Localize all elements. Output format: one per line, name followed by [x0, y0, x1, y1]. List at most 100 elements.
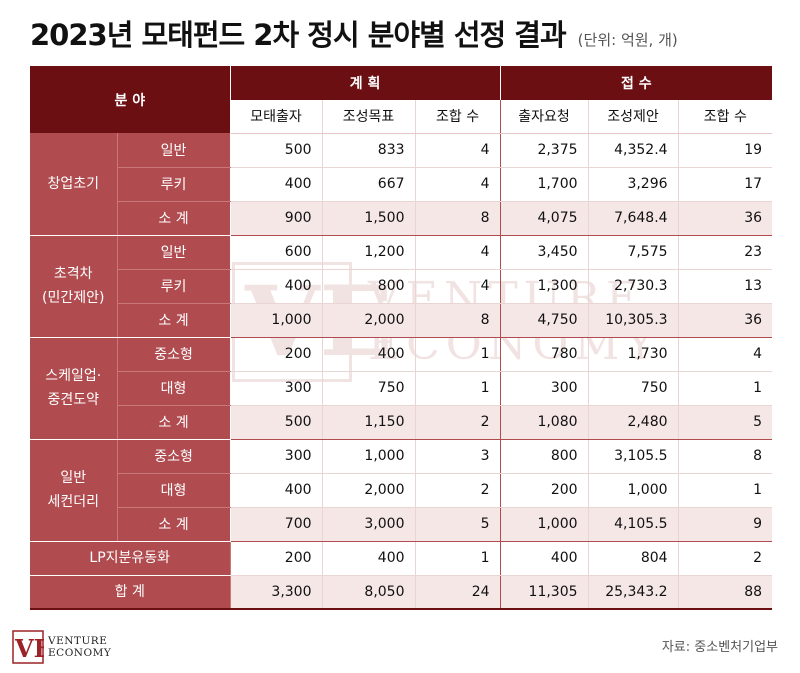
plan-value-cell: 4 — [415, 269, 501, 304]
table-row: 창업초기 일반 500 833 4 2,375 4,352.4 19 — [30, 133, 773, 236]
total-row: 합 계 3,300 8,050 24 11,305 25,343.2 88 — [30, 575, 773, 610]
received-value-cell: 4 — [678, 337, 773, 372]
table-row: 소 계 500 1,150 2 1,080 2,480 5 — [30, 405, 773, 440]
plan-value-cell: 4 — [415, 235, 501, 270]
subcategory-cell: 일반 — [117, 235, 231, 270]
received-value-cell: 10,305.3 — [588, 303, 679, 338]
subcategory-cell: 루키 — [117, 167, 231, 202]
logo-line-1: VENTURE — [48, 635, 108, 647]
plan-col-header: 조성목표 — [322, 100, 416, 134]
table-row: 대형 300 750 1 300 750 1 — [30, 371, 773, 406]
plan-value-cell: 1 — [415, 337, 501, 372]
source-note: 자료: 중소벤처기업부 — [661, 640, 778, 655]
plan-value-cell: 800 — [322, 269, 416, 304]
received-value-cell: 5 — [678, 405, 773, 440]
subcategory-cell: 소 계 — [117, 507, 231, 542]
plan-value-cell: 3,300 — [230, 575, 323, 610]
plan-value-cell: 750 — [322, 371, 416, 406]
plan-value-cell: 400 — [230, 167, 323, 202]
received-value-cell: 19 — [678, 133, 773, 168]
title-row: 2023년 모태펀드 2차 정시 분야별 선정 결과 (단위: 억원, 개) — [30, 12, 678, 62]
plan-value-cell: 5 — [415, 507, 501, 542]
plan-value-cell: 667 — [322, 167, 416, 202]
received-col-header: 조합 수 — [678, 100, 773, 134]
category-cell: 초격차 (민간제안) — [30, 235, 118, 338]
received-value-cell: 750 — [588, 371, 679, 406]
plan-value-cell: 1,000 — [230, 303, 323, 338]
received-value-cell: 3,105.5 — [588, 439, 679, 474]
plan-value-cell: 400 — [230, 269, 323, 304]
plan-col-header: 모태출자 — [230, 100, 323, 134]
plan-value-cell: 2,000 — [322, 303, 416, 338]
plan-value-cell: 8 — [415, 303, 501, 338]
received-col-header: 조성제안 — [588, 100, 679, 134]
table-row: 초격차 (민간제안) 일반 600 1,200 4 3,450 7,575 23 — [30, 235, 773, 338]
table-row: 소 계 900 1,500 8 4,075 7,648.4 36 — [30, 201, 773, 236]
received-value-cell: 1,300 — [500, 269, 589, 304]
received-value-cell: 200 — [500, 473, 589, 508]
received-value-cell: 1,730 — [588, 337, 679, 372]
plan-value-cell: 1,000 — [322, 439, 416, 474]
received-col-header: 출자요청 — [500, 100, 589, 134]
received-value-cell: 1,700 — [500, 167, 589, 202]
subcategory-cell: 소 계 — [117, 201, 231, 236]
logo-mark-text: VE — [14, 634, 44, 663]
plan-value-cell: 4 — [415, 133, 501, 168]
plan-value-cell: 2 — [415, 473, 501, 508]
received-value-cell: 1 — [678, 371, 773, 406]
plan-value-cell: 1,150 — [322, 405, 416, 440]
logo-text: VENTURE ECONOMY — [48, 635, 111, 659]
received-value-cell: 800 — [500, 439, 589, 474]
plan-value-cell: 600 — [230, 235, 323, 270]
received-value-cell: 2,730.3 — [588, 269, 679, 304]
received-value-cell: 3,450 — [500, 235, 589, 270]
logo-line-2: ECONOMY — [48, 647, 112, 659]
table-row: 일반 세컨더리 중소형 300 1,000 3 800 3,105.5 8 — [30, 439, 773, 542]
subcategory-cell: 대형 — [117, 473, 231, 508]
table-row: 소 계 700 3,000 5 1,000 4,105.5 9 — [30, 507, 773, 542]
received-value-cell: 17 — [678, 167, 773, 202]
subcategory-cell: 소 계 — [117, 405, 231, 440]
plan-value-cell: 900 — [230, 201, 323, 236]
lp-row-label: LP지분유동화 — [30, 541, 231, 576]
category-cell: 창업초기 — [30, 133, 118, 236]
received-value-cell: 780 — [500, 337, 589, 372]
plan-value-cell: 1,500 — [322, 201, 416, 236]
plan-value-cell: 1 — [415, 371, 501, 406]
results-table: 분 야 계 획 접 수 모태출자 조성목표 조합 수 출자요청 조성제안 조합 … — [30, 66, 773, 610]
received-value-cell: 2,375 — [500, 133, 589, 168]
received-value-cell: 36 — [678, 303, 773, 338]
plan-value-cell: 3 — [415, 439, 501, 474]
plan-value-cell: 8 — [415, 201, 501, 236]
brand-logo: VE VENTURE ECONOMY — [12, 630, 111, 664]
received-value-cell: 9 — [678, 507, 773, 542]
received-header: 접 수 — [500, 66, 773, 100]
subcategory-cell: 루키 — [117, 269, 231, 304]
header-row-1: 분 야 계 획 접 수 — [30, 66, 773, 133]
page-title: 2023년 모태펀드 2차 정시 분야별 선정 결과 — [30, 18, 567, 52]
received-value-cell: 4,352.4 — [588, 133, 679, 168]
plan-value-cell: 500 — [230, 405, 323, 440]
table-row: 루키 400 800 4 1,300 2,730.3 13 — [30, 269, 773, 304]
received-value-cell: 804 — [588, 541, 679, 576]
plan-col-header: 조합 수 — [415, 100, 501, 134]
received-value-cell: 7,575 — [588, 235, 679, 270]
received-value-cell: 400 — [500, 541, 589, 576]
plan-value-cell: 4 — [415, 167, 501, 202]
plan-value-cell: 200 — [230, 337, 323, 372]
plan-value-cell: 3,000 — [322, 507, 416, 542]
subcategory-cell: 중소형 — [117, 439, 231, 474]
received-value-cell: 1,000 — [588, 473, 679, 508]
received-value-cell: 4,075 — [500, 201, 589, 236]
plan-value-cell: 2,000 — [322, 473, 416, 508]
plan-value-cell: 200 — [230, 541, 323, 576]
plan-value-cell: 833 — [322, 133, 416, 168]
subcategory-cell: 소 계 — [117, 303, 231, 338]
received-value-cell: 1,080 — [500, 405, 589, 440]
received-value-cell: 25,343.2 — [588, 575, 679, 610]
received-value-cell: 2 — [678, 541, 773, 576]
received-value-cell: 1 — [678, 473, 773, 508]
plan-value-cell: 8,050 — [322, 575, 416, 610]
received-value-cell: 8 — [678, 439, 773, 474]
received-value-cell: 88 — [678, 575, 773, 610]
